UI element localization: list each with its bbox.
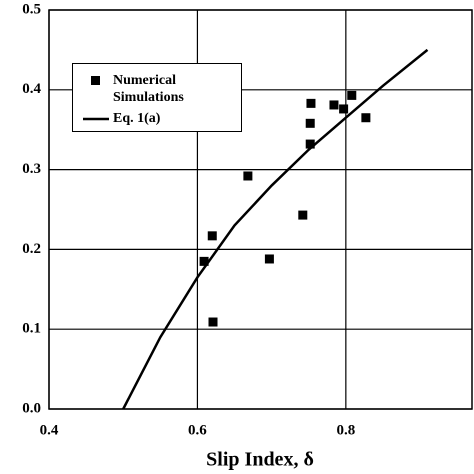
marker <box>361 113 371 123</box>
marker <box>306 98 316 108</box>
marker <box>305 139 315 149</box>
legend-line <box>83 117 109 121</box>
x-tick-label: 0.4 <box>40 422 59 438</box>
y-tick-label: 0.1 <box>22 321 41 337</box>
x-tick-label: 0.6 <box>188 422 207 438</box>
marker <box>208 317 218 327</box>
marker <box>264 254 274 264</box>
y-tick-label: 0.3 <box>22 161 41 177</box>
legend: Numerical Simulations Eq. 1(a) <box>72 63 242 132</box>
marker <box>243 171 253 181</box>
x-axis-label: Slip Index, δ <box>206 449 314 471</box>
legend-label: Eq. 1(a) <box>113 111 161 126</box>
x-tick-label: 0.8 <box>336 422 355 438</box>
y-tick-label: 0.4 <box>22 81 41 97</box>
legend-entry: Numerical Simulations <box>83 72 203 106</box>
curve <box>122 48 429 410</box>
marker <box>329 100 339 110</box>
legend-square <box>91 76 100 85</box>
y-tick-label: 0.0 <box>22 400 41 416</box>
marker <box>305 118 315 128</box>
y-tick-label: 0.2 <box>22 241 41 257</box>
marker <box>339 104 349 114</box>
marker <box>207 231 217 241</box>
legend-label: Numerical Simulations <box>113 73 184 105</box>
marker <box>347 90 357 100</box>
marker <box>298 210 308 220</box>
legend-entry: Eq. 1(a) <box>83 110 223 127</box>
marker <box>199 256 209 266</box>
y-tick-label: 0.5 <box>22 1 41 17</box>
